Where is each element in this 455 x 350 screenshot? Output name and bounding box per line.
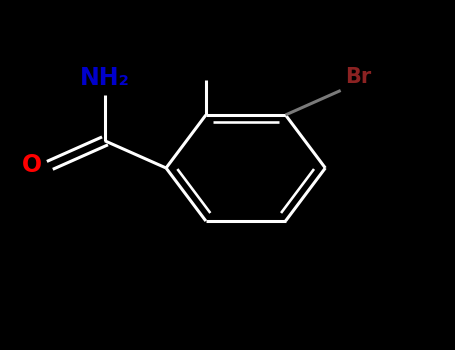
Text: Br: Br <box>345 67 371 87</box>
Text: NH₂: NH₂ <box>80 66 130 90</box>
Text: O: O <box>21 153 42 177</box>
